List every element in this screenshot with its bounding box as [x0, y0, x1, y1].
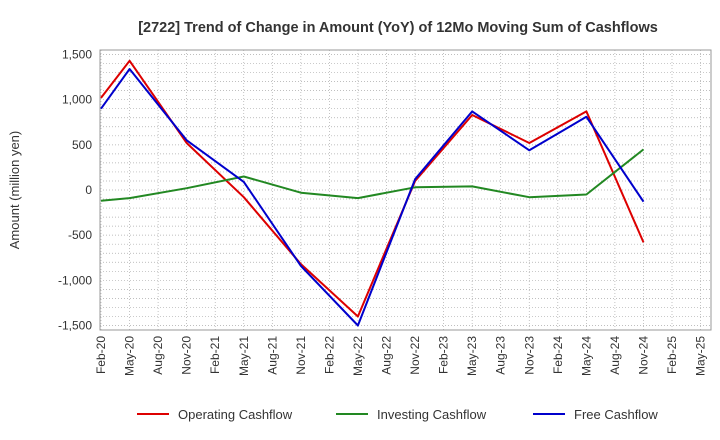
- x-tick-label: Feb-25: [665, 336, 679, 374]
- y-tick-label: -1,000: [58, 273, 92, 287]
- x-axis: Feb-20 May-20 Aug-20 Nov-20 Feb-21 May-21 Aug-…: [94, 336, 708, 376]
- y-tick-label: 0: [85, 183, 92, 197]
- x-tick-label: Aug-21: [265, 336, 279, 375]
- x-tick-label: Aug-24: [608, 336, 622, 375]
- x-tick-label: Nov-22: [408, 336, 422, 375]
- y-axis-label: Amount (million yen): [7, 131, 22, 250]
- legend: Operating Cashflow Investing Cashflow Free…: [137, 407, 658, 422]
- x-tick-label: Feb-23: [437, 336, 451, 374]
- x-tick-label: Nov-23: [522, 336, 536, 375]
- x-tick-label: May-21: [237, 336, 251, 376]
- y-tick-label: 500: [72, 138, 92, 152]
- y-axis: 1,500 1,000 500 0 -500 -1,000 -1,500: [58, 48, 92, 333]
- x-tick-label: Nov-20: [180, 336, 194, 375]
- x-tick-label: Aug-20: [151, 336, 165, 375]
- series-line-investing-cashflow: [100, 148, 645, 202]
- plot-area: [99, 49, 712, 331]
- x-tick-label: Aug-22: [380, 336, 394, 375]
- chart-title: [2722] Trend of Change in Amount (YoY) o…: [138, 20, 658, 36]
- x-tick-label: May-23: [465, 336, 479, 376]
- y-tick-label: 1,000: [62, 93, 92, 107]
- x-tick-label: Aug-23: [494, 336, 508, 375]
- x-tick-label: Feb-21: [208, 336, 222, 374]
- y-tick-label: -500: [68, 228, 92, 242]
- x-tick-label: Nov-24: [636, 336, 650, 375]
- x-tick-label: Nov-21: [294, 336, 308, 375]
- y-tick-label: -1,500: [58, 318, 92, 332]
- x-tick-label: May-24: [579, 336, 593, 376]
- y-tick-label: 1,500: [62, 48, 92, 62]
- x-tick-label: May-20: [123, 336, 137, 376]
- x-tick-label: May-25: [694, 336, 708, 376]
- series-lines: [100, 59, 645, 327]
- x-tick-label: May-22: [351, 336, 365, 376]
- legend-label-investing-cashflow: Investing Cashflow: [377, 407, 487, 422]
- legend-label-free-cashflow: Free Cashflow: [574, 407, 658, 422]
- series-line-free-cashflow: [100, 68, 645, 327]
- x-tick-label: Feb-22: [322, 336, 336, 374]
- x-tick-label: Feb-20: [94, 336, 108, 374]
- legend-label-operating-cashflow: Operating Cashflow: [178, 407, 293, 422]
- x-tick-label: Feb-24: [551, 336, 565, 374]
